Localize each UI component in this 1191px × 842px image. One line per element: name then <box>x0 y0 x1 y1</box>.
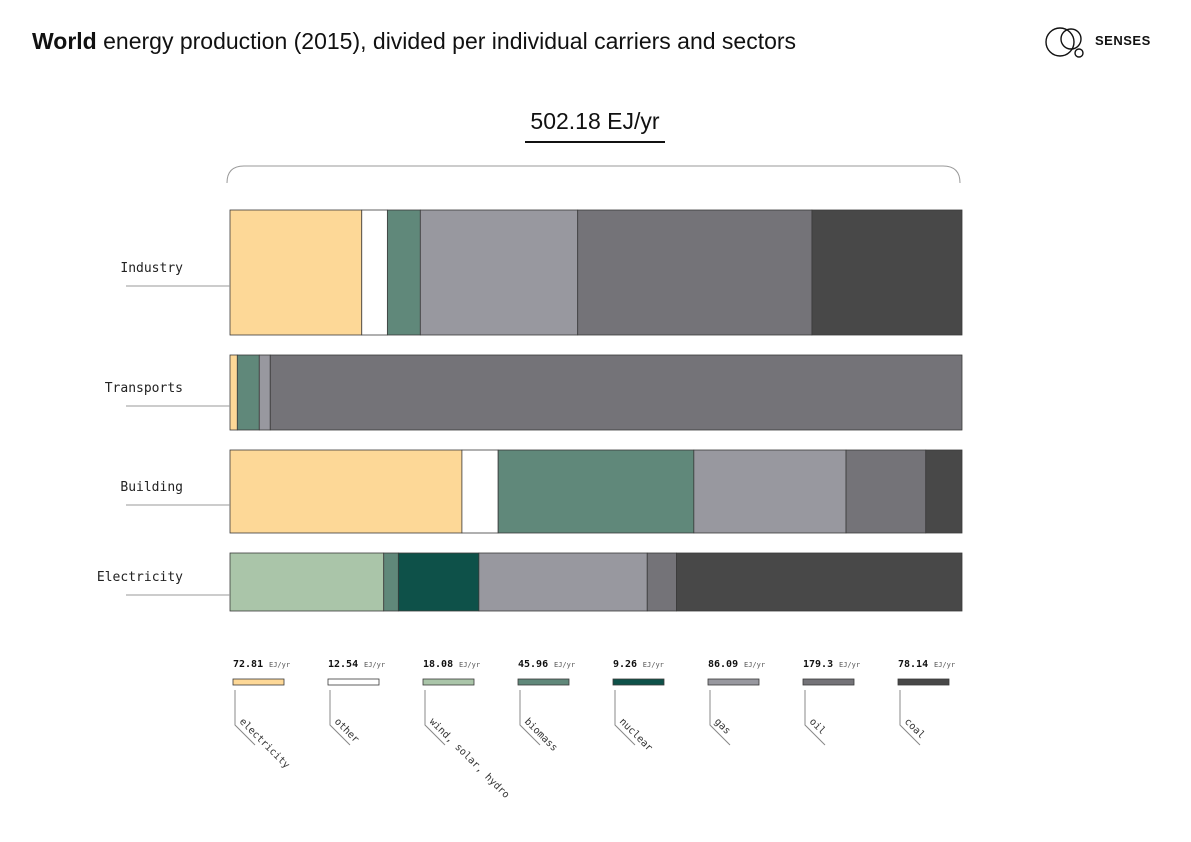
bar-segment <box>229 449 463 534</box>
bar-segment <box>577 209 813 336</box>
category-label: Electricity <box>97 570 183 585</box>
legend-unit: EJ/yr <box>744 661 765 669</box>
chart-title-bold: World <box>32 28 97 54</box>
bar-segment <box>461 449 499 534</box>
legend-name: gas <box>712 716 733 737</box>
legend-name: coal <box>902 716 927 741</box>
category-label: Transports <box>105 381 183 396</box>
legend-value: 86.09 <box>708 659 738 670</box>
legend-value: 9.26 <box>613 659 637 670</box>
bar-segment <box>236 354 260 431</box>
legend-value: 72.81 <box>233 659 263 670</box>
legend-swatch <box>802 678 855 686</box>
legend-value: 45.96 <box>518 659 548 670</box>
legend-leader-line <box>329 690 351 746</box>
legend-unit: EJ/yr <box>554 661 575 669</box>
bar-segment <box>693 449 847 534</box>
legend-unit: EJ/yr <box>269 661 290 669</box>
total-brace <box>226 165 961 184</box>
legend-leader-line <box>424 690 446 746</box>
senses-logo-icon <box>1045 27 1084 58</box>
bar-segment <box>497 449 695 534</box>
legend-unit: EJ/yr <box>459 661 480 669</box>
legend-name: wind, solar, hydro <box>427 716 511 800</box>
legend-leader-line <box>519 690 541 746</box>
legend-name: oil <box>807 716 828 737</box>
bar-segment <box>397 552 480 612</box>
legend-swatch <box>612 678 665 686</box>
bar-segment <box>229 209 363 336</box>
legend-leader-line <box>614 690 636 746</box>
legend-name: biomass <box>522 716 560 754</box>
legend-leader-line <box>234 690 256 746</box>
bar-segment <box>386 209 421 336</box>
legend-value: 18.08 <box>423 659 453 670</box>
chart-title: World energy production (2015), divided … <box>32 28 796 55</box>
legend-unit: EJ/yr <box>364 661 385 669</box>
legend-name: nuclear <box>617 716 655 754</box>
bar-segment <box>925 449 963 534</box>
category-label: Building <box>120 480 183 495</box>
legend-leader-line <box>709 690 731 746</box>
bar-segment <box>478 552 648 612</box>
legend-value: 179.3 <box>803 659 833 670</box>
bar-segment <box>419 209 579 336</box>
legend-swatch <box>897 678 950 686</box>
bar-segment <box>845 449 927 534</box>
legend-leader-line <box>899 690 921 746</box>
bar-segment <box>229 552 385 612</box>
legend-unit: EJ/yr <box>839 661 860 669</box>
legend-swatch <box>422 678 475 686</box>
legend-unit: EJ/yr <box>934 661 955 669</box>
legend-swatch <box>517 678 570 686</box>
bar-segment <box>229 354 238 431</box>
bar-segment <box>383 552 399 612</box>
senses-logo: SENSES <box>1044 24 1154 60</box>
bar-segment <box>676 552 963 612</box>
category-label: Industry <box>120 261 183 276</box>
legend-unit: EJ/yr <box>643 661 664 669</box>
legend-swatch <box>707 678 760 686</box>
bar-segment <box>646 552 677 612</box>
total-value: 502.18 EJ/yr <box>525 108 665 143</box>
chart-title-rest: energy production (2015), divided per in… <box>96 28 797 54</box>
bar-segment <box>258 354 271 431</box>
legend-value: 12.54 <box>328 659 358 670</box>
bar-segment <box>269 354 963 431</box>
legend-leader-line <box>804 690 826 746</box>
bar-segment <box>361 209 388 336</box>
legend-value: 78.14 <box>898 659 928 670</box>
bar-segment <box>811 209 963 336</box>
legend-swatch <box>327 678 380 686</box>
brand-name: SENSES <box>1095 33 1151 48</box>
legend-name: electricity <box>237 716 292 771</box>
legend-swatch <box>232 678 285 686</box>
